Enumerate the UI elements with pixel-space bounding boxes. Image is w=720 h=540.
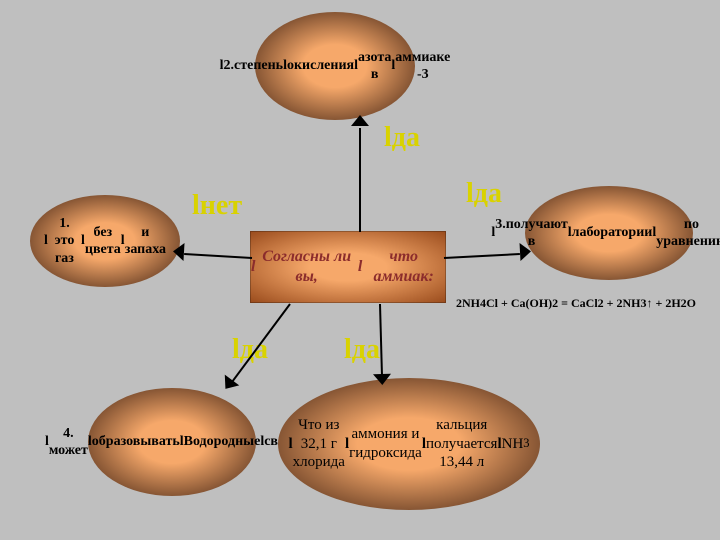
arrow-head: [373, 374, 391, 385]
node-n5: lЧто из 32,1 г хлоридаlаммония и гидрокс…: [278, 378, 540, 510]
arrow-line: [184, 253, 252, 259]
node-n4: l4. можетlобразовыватьlВодородныеlсвязи: [88, 388, 256, 496]
answer-a1: lнет: [192, 190, 242, 222]
arrow-head: [351, 115, 369, 126]
answer-a5: lда: [344, 334, 380, 366]
arrow-head: [520, 242, 532, 261]
arrow-line: [444, 253, 520, 259]
arrow-head: [172, 242, 184, 261]
node-n2: l2.степеньlокисленияlазота вlаммиаке -3: [255, 12, 415, 120]
arrow-line: [359, 128, 361, 232]
node-n1: l1. это газlбез цветаl и запаха: [30, 195, 180, 287]
center-question: lСогласны ли вы,lчто аммиак:: [250, 231, 446, 303]
answer-a3: lда: [466, 178, 502, 210]
node-n3: l3.получают вl лабораторииl по уравнению: [525, 186, 693, 280]
equation-text: 2NH4Cl + Ca(OH)2 = CaCl2 + 2NH3↑ + 2H2O: [456, 296, 712, 311]
answer-a2: lда: [384, 122, 420, 154]
diagram-stage: lСогласны ли вы,lчто аммиак: l1. это газl…: [0, 0, 720, 540]
